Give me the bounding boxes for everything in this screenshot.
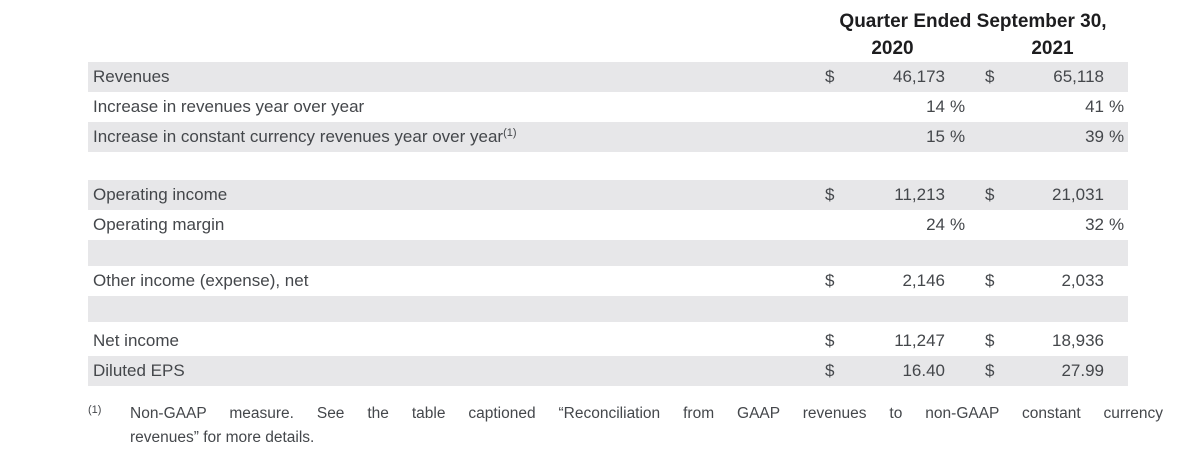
dollar-sign-2020: $ (825, 185, 835, 204)
row-label: Operating margin (93, 215, 225, 234)
dollar-sign-2020: $ (825, 361, 835, 380)
footnote-text-line2: revenues” for more details. (130, 428, 315, 446)
footnote-ref: (1) (503, 127, 517, 139)
footnote-text: Non-GAAP measure. See the table captione… (130, 402, 1163, 449)
row-other-income: Other income (expense), net $ 2,146 $ 2,… (88, 266, 1128, 296)
value-2020: 11,213 (894, 185, 945, 204)
dollar-sign-2021: $ (985, 185, 995, 204)
spacer-row (88, 240, 1128, 266)
spacer-row (88, 152, 1128, 180)
table-period-header: Quarter Ended September 30, (839, 10, 1107, 32)
value-2020: 46,173 (893, 67, 945, 86)
value-2020: 16.40 (902, 361, 945, 380)
row-revenue-increase: Increase in revenues year over year 14 %… (88, 92, 1128, 122)
value-2020: 24 (926, 215, 945, 234)
row-label-text: Increase in constant currency revenues y… (93, 127, 504, 146)
table-header-years-row: 2020 2021 (88, 35, 1128, 62)
value-2020: 2,146 (902, 271, 945, 290)
percent-sign-2021: % (1109, 215, 1125, 234)
dollar-sign-2021: $ (985, 361, 995, 380)
row-label: Diluted EPS (93, 361, 185, 380)
percent-sign-2021: % (1109, 127, 1125, 146)
column-header-2021: 2021 (1031, 37, 1074, 59)
financial-table: Quarter Ended September 30, 2020 2021 Re… (88, 8, 1128, 386)
dollar-sign-2020: $ (825, 271, 835, 290)
row-operating-margin: Operating margin 24 % 32 % (88, 210, 1128, 240)
value-2021: 39 (1085, 127, 1104, 146)
footnote-marker: (1) (88, 404, 102, 416)
row-revenues: Revenues $ 46,173 $ 65,118 (88, 62, 1128, 92)
row-label: Revenues (93, 67, 170, 86)
value-2021: 18,936 (1052, 331, 1104, 350)
dollar-sign-2021: $ (985, 271, 995, 290)
row-label: Increase in constant currency revenues y… (88, 127, 818, 147)
percent-sign-2020: % (950, 215, 966, 234)
row-label: Increase in revenues year over year (93, 97, 365, 116)
value-2020: 14 (926, 97, 945, 116)
row-operating-income: Operating income $ 11,213 $ 21,031 (88, 180, 1128, 210)
percent-sign-2020: % (950, 97, 966, 116)
footnote-text-line1: Non-GAAP measure. See the table captione… (130, 405, 1163, 422)
value-2020: 11,247 (894, 331, 945, 350)
value-2021: 65,118 (1053, 67, 1104, 86)
value-2021: 2,033 (1061, 271, 1104, 290)
row-diluted-eps: Diluted EPS $ 16.40 $ 27.99 (88, 356, 1128, 386)
percent-sign-2020: % (950, 127, 966, 146)
value-2020: 15 (926, 127, 945, 146)
value-2021: 27.99 (1061, 361, 1104, 380)
dollar-sign-2021: $ (985, 331, 995, 350)
table-header-period-row: Quarter Ended September 30, (88, 8, 1128, 35)
spacer-row (88, 296, 1128, 322)
footnote: (1) Non-GAAP measure. See the table capt… (88, 402, 1168, 449)
dollar-sign-2021: $ (985, 67, 995, 86)
value-2021: 41 (1085, 97, 1104, 116)
row-net-income: Net income $ 11,247 $ 18,936 (88, 326, 1128, 356)
percent-sign-2021: % (1109, 97, 1125, 116)
row-label: Net income (93, 331, 179, 350)
column-header-2020: 2020 (871, 37, 914, 59)
row-constant-currency-increase: Increase in constant currency revenues y… (88, 122, 1128, 152)
value-2021: 32 (1085, 215, 1104, 234)
value-2021: 21,031 (1052, 185, 1104, 204)
dollar-sign-2020: $ (825, 331, 835, 350)
row-label: Operating income (93, 185, 228, 204)
dollar-sign-2020: $ (825, 67, 835, 86)
row-label: Other income (expense), net (93, 271, 309, 290)
